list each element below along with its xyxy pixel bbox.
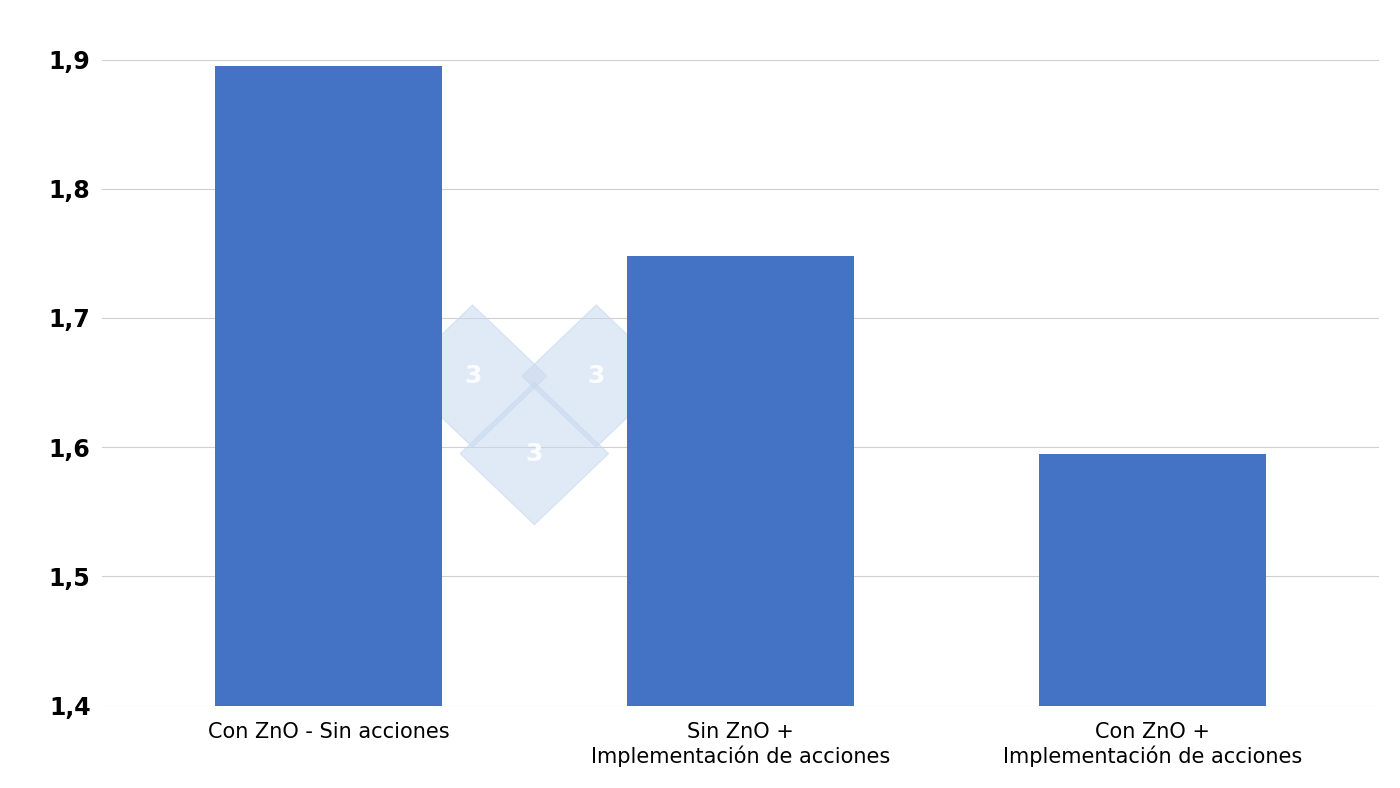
Text: 3: 3	[525, 441, 543, 466]
Bar	[216, 66, 441, 788]
Polygon shape	[461, 382, 609, 525]
Text: 3: 3	[463, 364, 482, 388]
Text: 3: 3	[588, 364, 605, 388]
Bar	[627, 256, 854, 788]
Polygon shape	[399, 305, 547, 447]
Polygon shape	[522, 305, 671, 447]
Bar	[1039, 454, 1266, 788]
